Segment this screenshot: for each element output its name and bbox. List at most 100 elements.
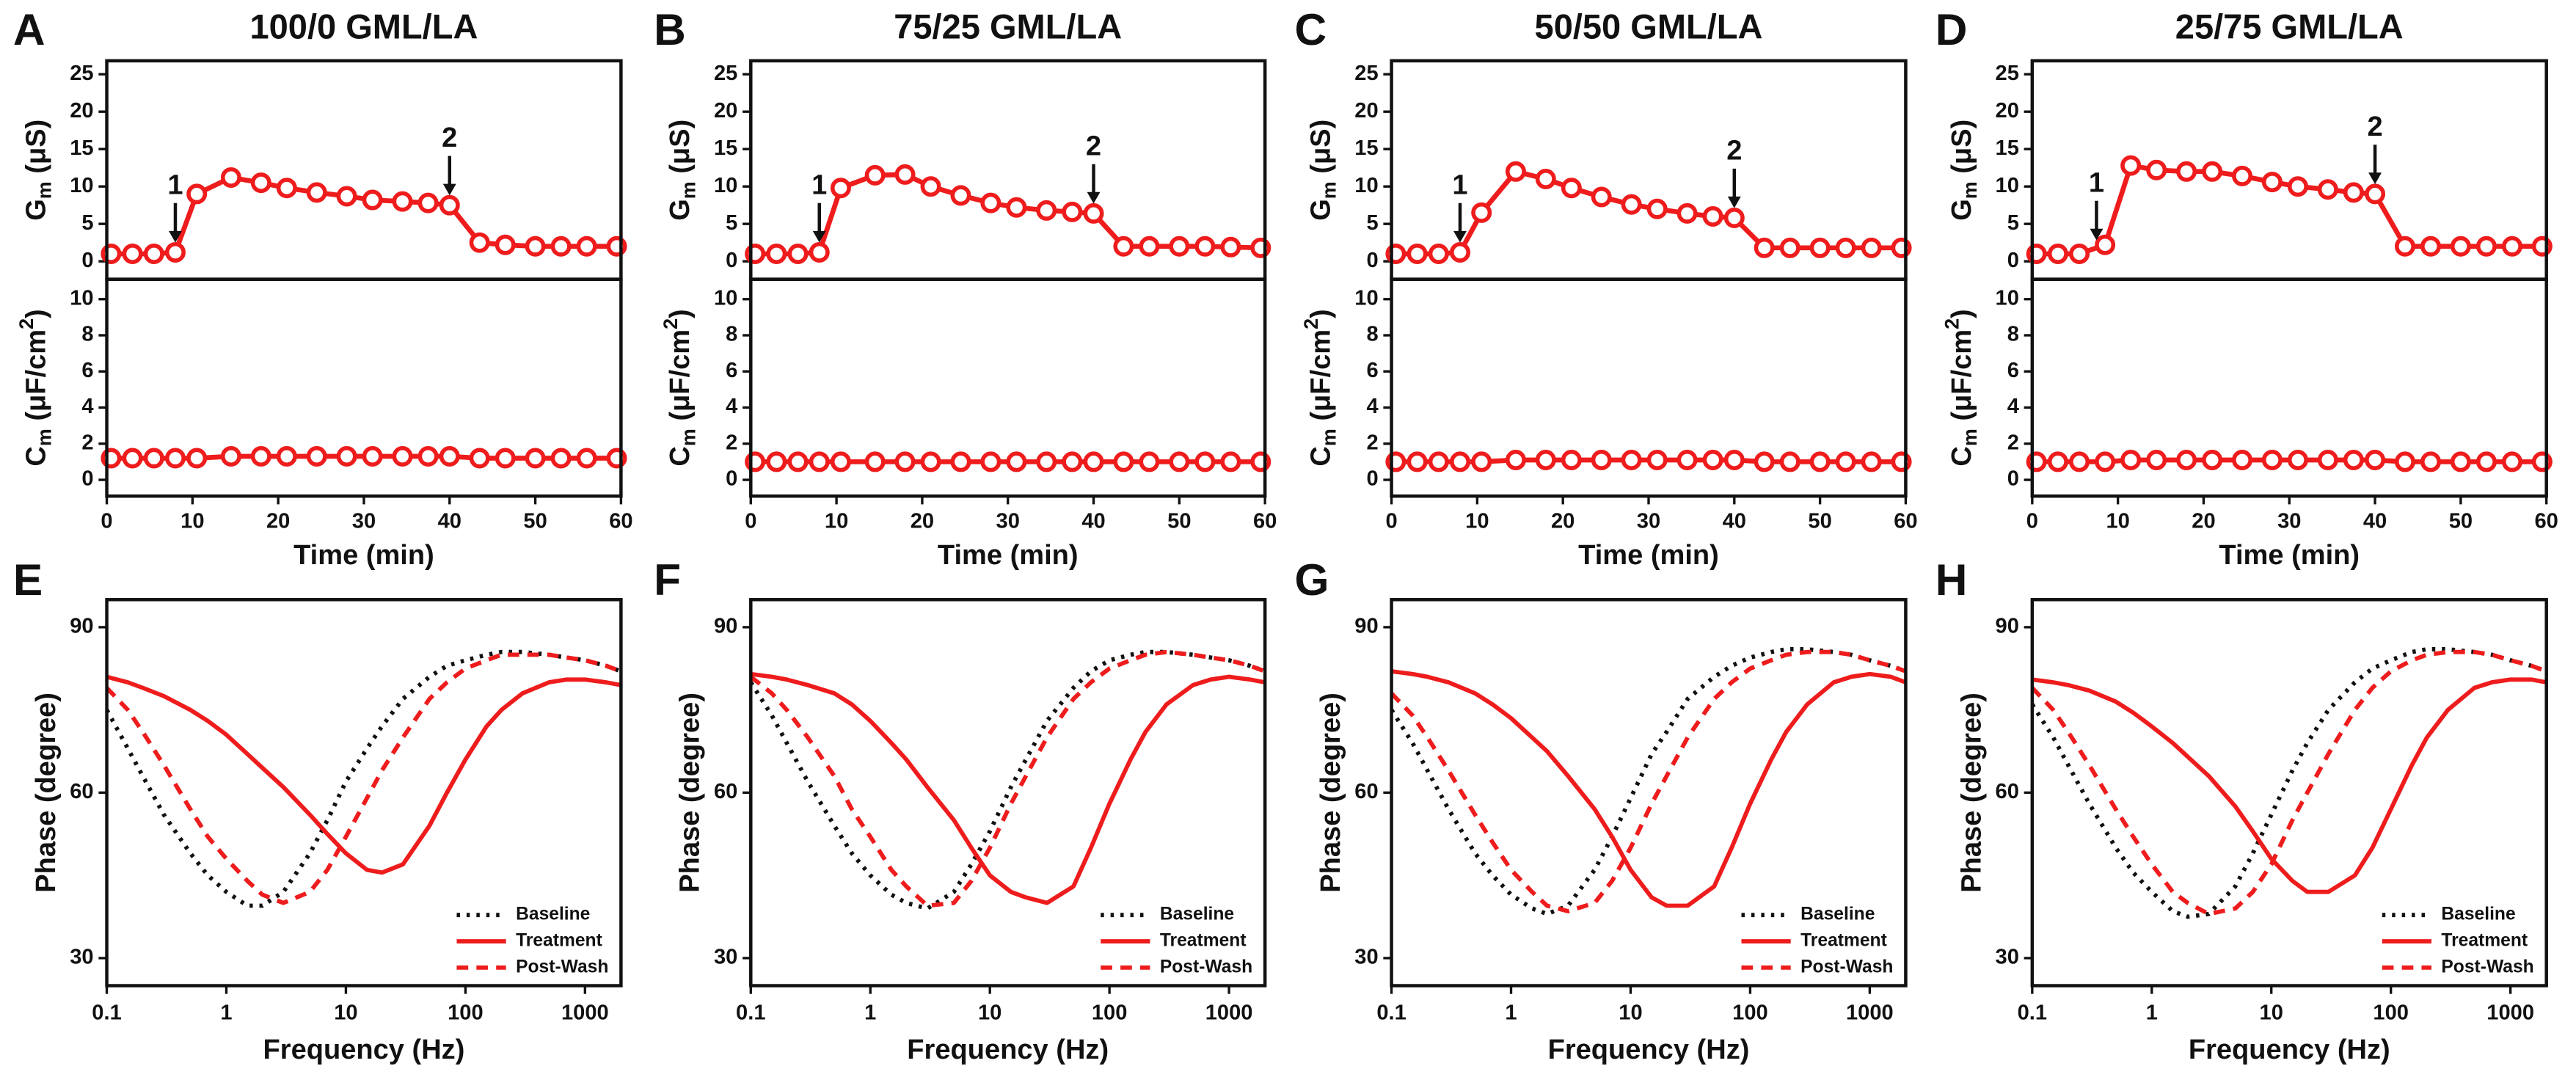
- data-point: [276, 446, 297, 467]
- y-axis-label-part: ): [21, 309, 52, 318]
- x-tick-label: 40: [438, 510, 461, 533]
- y-axis-label-part: m: [34, 181, 56, 199]
- x-tick-label: 100: [448, 1001, 484, 1024]
- data-point: [2120, 155, 2142, 176]
- y-axis-label-part: ): [1306, 309, 1337, 318]
- data-point: [186, 448, 208, 469]
- data-point: [306, 182, 327, 203]
- y-axis-label-part: 2: [1941, 318, 1963, 329]
- x-tick-label: 10: [180, 510, 204, 533]
- data-point: [417, 446, 439, 467]
- panel-letter: H: [1935, 555, 1968, 605]
- y-tick-label: 4: [1366, 395, 1379, 418]
- data-point: [830, 451, 851, 472]
- series-line: [748, 649, 1266, 911]
- data-point: [1406, 451, 1428, 472]
- y-axis-label-part: 2: [15, 318, 37, 329]
- panel-letter: F: [654, 555, 681, 605]
- data-point: [495, 234, 516, 255]
- y-tick-label: 15: [714, 136, 737, 160]
- x-tick-label: 30: [996, 510, 1020, 533]
- y-tick-label: 60: [70, 780, 93, 803]
- data-point: [1621, 194, 1642, 215]
- data-point: [787, 451, 809, 472]
- y-axis-label-part: G: [1946, 199, 1977, 221]
- y-axis-label-part: m: [1959, 181, 1981, 199]
- x-tick-label: 100: [1092, 1001, 1128, 1024]
- data-point: [1835, 237, 1856, 258]
- y-tick-label: 20: [714, 99, 737, 123]
- y-axis-label-part: (μF/cm: [1306, 329, 1337, 428]
- data-point: [1428, 451, 1449, 472]
- plot-frame: [2030, 598, 2548, 987]
- x-tick-label: 60: [2535, 510, 2558, 533]
- x-tick-label: 10: [2260, 1001, 2283, 1024]
- x-tick-label: 1: [220, 1001, 232, 1024]
- annotation-arrowhead: [1727, 196, 1741, 208]
- y-axis-label-part: (μF/cm: [21, 329, 52, 428]
- data-point: [2475, 451, 2497, 472]
- x-tick-label: 10: [1465, 510, 1489, 533]
- y-axis-label-part: 2: [1300, 318, 1322, 329]
- data-point: [1561, 449, 1582, 470]
- y-axis-label-part: m: [1959, 428, 1981, 446]
- x-tick-label: 60: [1253, 510, 1277, 533]
- y-tick-label: 15: [1354, 136, 1378, 160]
- data-point: [2420, 451, 2441, 472]
- data-point: [2047, 451, 2068, 472]
- series-line: [1390, 649, 1907, 913]
- data-point: [220, 446, 241, 467]
- y-tick-label: 6: [1366, 359, 1378, 382]
- data-point: [1471, 451, 1492, 472]
- data-point: [143, 448, 164, 469]
- data-point: [1723, 208, 1745, 229]
- panel-letter: C: [1294, 4, 1327, 54]
- data-point: [950, 451, 971, 472]
- legend-label: Baseline: [2441, 905, 2515, 924]
- legend-label: Baseline: [516, 905, 590, 924]
- x-axis-label: Frequency (Hz): [907, 1034, 1109, 1065]
- data-point: [2202, 161, 2223, 182]
- data-point: [1083, 451, 1104, 472]
- legend-label: Post-Wash: [2441, 957, 2533, 976]
- data-point: [122, 448, 143, 469]
- data-point: [1036, 200, 1057, 221]
- data-point: [469, 232, 490, 253]
- y-axis-label: Phase (degree): [1316, 693, 1346, 893]
- legend-label: Treatment: [2441, 931, 2528, 951]
- data-point: [1406, 243, 1428, 264]
- data-point: [1083, 202, 1104, 224]
- data-point: [2394, 236, 2415, 257]
- series-line: [104, 649, 622, 908]
- data-point: [1139, 451, 1160, 472]
- x-tick-label: 40: [2363, 510, 2387, 533]
- y-axis-label-part: G: [1306, 199, 1337, 221]
- y-axis-label: Cm (μF/cm2): [660, 309, 700, 466]
- x-tick-label: 0: [1385, 510, 1397, 533]
- data-point: [864, 164, 886, 186]
- annotation-label: 2: [2367, 112, 2382, 142]
- data-point: [1450, 241, 1471, 263]
- data-point: [894, 451, 916, 472]
- legend-label: Post-Wash: [516, 957, 608, 976]
- x-tick-label: 60: [1894, 510, 1917, 533]
- data-point: [1169, 236, 1190, 257]
- data-point: [1471, 202, 1492, 223]
- y-axis-label: Phase (degree): [1956, 693, 1987, 893]
- data-point: [2394, 451, 2415, 472]
- y-axis-label-part: ): [665, 309, 696, 318]
- x-tick-label: 1000: [2486, 1001, 2534, 1024]
- data-point: [2287, 176, 2308, 197]
- y-tick-label: 6: [81, 359, 93, 382]
- x-tick-label: 1: [864, 1001, 876, 1024]
- data-point: [1591, 186, 1612, 208]
- data-point: [1702, 449, 1723, 470]
- data-point: [122, 243, 143, 264]
- x-tick-label: 10: [825, 510, 848, 533]
- data-point: [469, 448, 490, 469]
- x-tick-label: 50: [523, 510, 547, 533]
- data-point: [980, 192, 1001, 213]
- data-point: [576, 448, 597, 469]
